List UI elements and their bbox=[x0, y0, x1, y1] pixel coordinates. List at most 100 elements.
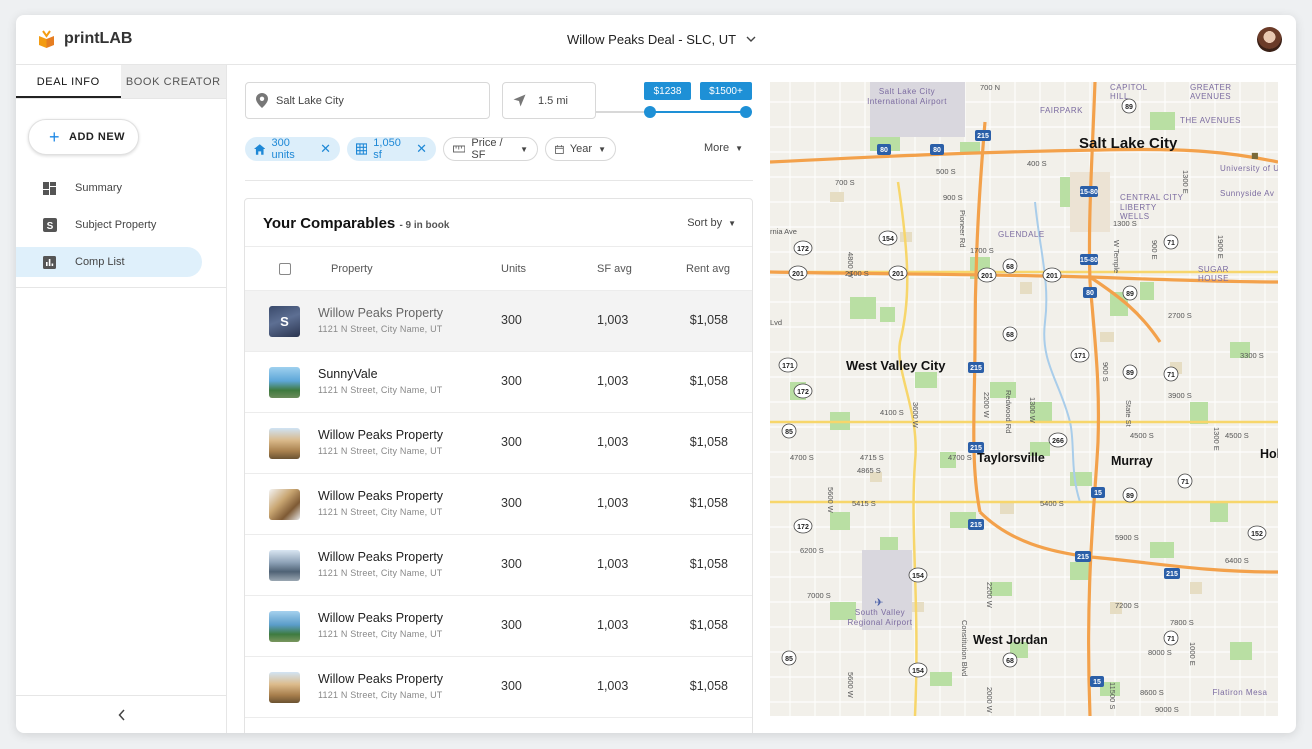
collapse-sidebar-button[interactable] bbox=[16, 695, 227, 733]
svg-text:215: 215 bbox=[970, 445, 982, 452]
column-property[interactable]: Property bbox=[331, 263, 373, 275]
price-slider-min-handle[interactable] bbox=[644, 106, 656, 118]
price-slider-range bbox=[650, 111, 747, 113]
rent-avg-value: $1,058 bbox=[689, 435, 728, 449]
printlab-logo-icon bbox=[39, 30, 54, 48]
logo[interactable]: printLAB bbox=[38, 30, 132, 48]
svg-text:266: 266 bbox=[1052, 438, 1064, 445]
sidebar-item-summary[interactable]: Summary bbox=[16, 173, 202, 203]
more-filters-button[interactable]: More ▼ bbox=[704, 142, 743, 154]
rent-avg-value: $1,058 bbox=[689, 679, 728, 693]
svg-text:4700 S: 4700 S bbox=[948, 453, 972, 462]
svg-text:4100 S: 4100 S bbox=[880, 408, 904, 417]
svg-text:4500 S: 4500 S bbox=[1130, 431, 1154, 440]
svg-text:152: 152 bbox=[1251, 531, 1263, 538]
caret-down-icon: ▼ bbox=[728, 218, 736, 228]
table-row[interactable]: Willow Peaks Property 1121 N Street, Cit… bbox=[245, 535, 752, 596]
column-units[interactable]: Units bbox=[501, 263, 527, 275]
svg-text:International Airport: International Airport bbox=[867, 97, 947, 106]
map-city-taylorsville: Taylorsville bbox=[977, 451, 1045, 465]
svg-text:4800 W: 4800 W bbox=[846, 252, 855, 279]
svg-text:68: 68 bbox=[1006, 658, 1014, 665]
table-row[interactable]: Willow Peaks Property 1121 N Street, Cit… bbox=[245, 474, 752, 535]
filter-chip-sf[interactable]: 1,050 sf ✕ bbox=[347, 137, 436, 161]
close-icon[interactable]: ✕ bbox=[416, 141, 427, 156]
svg-text:WELLS: WELLS bbox=[1120, 212, 1150, 221]
price-slider-max-handle[interactable] bbox=[740, 106, 752, 118]
dropdown-label: Price / SF bbox=[471, 137, 503, 161]
sidebar-item-comp-list[interactable]: Comp List bbox=[16, 247, 202, 277]
tab-deal-info[interactable]: DEAL INFO bbox=[16, 65, 121, 98]
svg-text:HILL: HILL bbox=[1110, 92, 1129, 101]
svg-text:SUGAR: SUGAR bbox=[1198, 265, 1229, 274]
user-avatar[interactable] bbox=[1257, 27, 1282, 52]
svg-text:80: 80 bbox=[880, 147, 888, 154]
dashboard-icon bbox=[42, 181, 57, 196]
table-row[interactable]: Willow Peaks Property 1121 N Street, Cit… bbox=[245, 657, 752, 718]
column-sf-avg[interactable]: SF avg bbox=[597, 263, 632, 275]
svg-text:15: 15 bbox=[1094, 490, 1102, 497]
add-new-button[interactable]: + ADD NEW bbox=[28, 119, 139, 155]
svg-text:85: 85 bbox=[785, 429, 793, 436]
svg-text:68: 68 bbox=[1006, 264, 1014, 271]
svg-text:172: 172 bbox=[797, 524, 809, 531]
map-canvas[interactable]: 80 80 215 15-80 15-80 80 215 215 215 15 … bbox=[770, 82, 1278, 716]
sidebar-item-subject-property[interactable]: S Subject Property bbox=[16, 210, 202, 240]
tab-book-creator[interactable]: BOOK CREATOR bbox=[120, 65, 226, 98]
svg-text:2200 W: 2200 W bbox=[985, 582, 994, 609]
svg-text:2200 W: 2200 W bbox=[982, 392, 991, 419]
navigation-arrow-icon bbox=[513, 94, 526, 107]
filter-chip-units[interactable]: 300 units ✕ bbox=[245, 137, 340, 161]
svg-text:7200 S: 7200 S bbox=[1115, 601, 1139, 610]
rent-avg-value: $1,058 bbox=[689, 557, 728, 571]
close-icon[interactable]: ✕ bbox=[320, 141, 331, 156]
filter-divider bbox=[245, 180, 753, 181]
sort-by-dropdown[interactable]: Sort by ▼ bbox=[687, 217, 736, 229]
svg-text:85: 85 bbox=[785, 656, 793, 663]
svg-text:1000 E: 1000 E bbox=[1188, 642, 1197, 666]
svg-text:5600 W: 5600 W bbox=[826, 487, 835, 514]
svg-text:7800 S: 7800 S bbox=[1170, 618, 1194, 627]
svg-text:201: 201 bbox=[1046, 273, 1058, 280]
price-min-tag: $1238 bbox=[644, 82, 691, 100]
table-row[interactable]: Willow Peaks Property 1121 N Street, Cit… bbox=[245, 413, 752, 474]
svg-text:215: 215 bbox=[1166, 571, 1178, 578]
column-rent-avg[interactable]: Rent avg bbox=[686, 263, 731, 275]
svg-text:15-80: 15-80 bbox=[1080, 257, 1098, 264]
svg-text:3600 W: 3600 W bbox=[911, 402, 920, 429]
svg-text:1700 S: 1700 S bbox=[970, 246, 994, 255]
dropdown-label: Year bbox=[569, 143, 593, 155]
svg-text:89: 89 bbox=[1125, 104, 1133, 111]
svg-text:700 S: 700 S bbox=[835, 178, 855, 187]
filter-dropdown-price-sf[interactable]: Price / SF ▼ bbox=[443, 137, 538, 161]
svg-text:201: 201 bbox=[792, 271, 804, 278]
subject-badge: S bbox=[280, 314, 289, 329]
svg-text:rnia Ave: rnia Ave bbox=[770, 227, 797, 236]
select-all-checkbox[interactable] bbox=[279, 263, 291, 275]
svg-text:11500 S: 11500 S bbox=[1108, 682, 1117, 709]
filter-dropdown-year[interactable]: Year ▼ bbox=[545, 137, 616, 161]
property-thumbnail bbox=[269, 489, 300, 520]
radius-input[interactable]: 1.5 mi bbox=[502, 82, 596, 119]
svg-text:15-80: 15-80 bbox=[1080, 189, 1098, 196]
svg-text:900 E: 900 E bbox=[1150, 240, 1159, 260]
svg-text:900 S: 900 S bbox=[943, 193, 963, 202]
svg-text:1300 W: 1300 W bbox=[1028, 397, 1037, 424]
caret-down-icon: ▼ bbox=[520, 144, 528, 154]
map-view[interactable]: 80 80 215 15-80 15-80 80 215 215 215 15 … bbox=[770, 82, 1278, 716]
svg-text:171: 171 bbox=[1074, 353, 1086, 360]
sidebar-item-label: Comp List bbox=[75, 256, 125, 268]
table-row[interactable]: Willow Peaks Property 1121 N Street, Cit… bbox=[245, 596, 752, 657]
svg-text:South Valley: South Valley bbox=[855, 608, 905, 617]
svg-text:FAIRPARK: FAIRPARK bbox=[1040, 106, 1083, 115]
svg-text:154: 154 bbox=[912, 668, 924, 675]
property-thumbnail bbox=[269, 367, 300, 398]
location-search-input[interactable]: Salt Lake City bbox=[245, 82, 490, 119]
subject-property-thumbnail: S bbox=[269, 306, 300, 337]
comparables-panel: Your Comparables - 9 in book Sort by ▼ P… bbox=[244, 198, 753, 733]
map-city-holladay: Hol bbox=[1260, 447, 1278, 461]
table-row[interactable]: SunnyVale 1121 N Street, City Name, UT 3… bbox=[245, 352, 752, 413]
table-row[interactable]: S Willow Peaks Property 1121 N Street, C… bbox=[245, 291, 752, 352]
deal-selector[interactable]: Willow Peaks Deal - SLC, UT bbox=[567, 32, 756, 47]
svg-text:900 S: 900 S bbox=[1101, 362, 1110, 382]
